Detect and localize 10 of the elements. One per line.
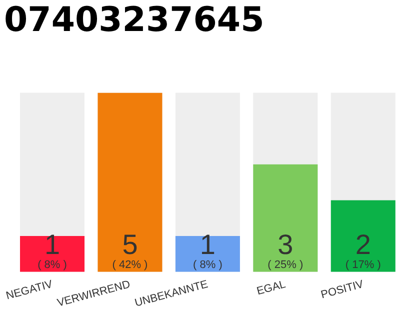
data-label: 5 ( 42% ) xyxy=(112,228,148,271)
x-tick-label: EGAL xyxy=(256,278,287,298)
bar xyxy=(175,236,240,272)
data-label: 1 ( 8% ) xyxy=(193,228,222,271)
data-label: 3 ( 25% ) xyxy=(268,228,304,271)
bar xyxy=(20,236,85,272)
data-label: 1 ( 8% ) xyxy=(38,228,67,271)
chart-title: 07403237645 xyxy=(4,0,264,40)
x-tick-label: POSITIV xyxy=(320,278,366,302)
data-label: 2 ( 17% ) xyxy=(345,228,381,271)
